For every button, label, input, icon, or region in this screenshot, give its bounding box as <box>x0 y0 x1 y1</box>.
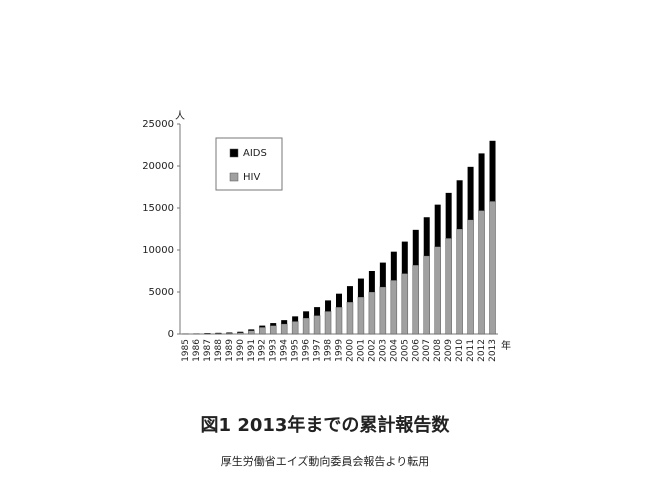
bar-segment <box>478 153 485 211</box>
y-tick-label: 20000 <box>142 161 174 172</box>
y-tick-label: 25000 <box>142 119 174 130</box>
bar-segment <box>456 228 463 335</box>
bar-segment <box>292 316 299 322</box>
bar-segment <box>401 241 408 274</box>
bar-segment <box>478 210 485 335</box>
x-tick-label: 2009 <box>444 339 454 362</box>
bar-segment <box>423 255 430 335</box>
y-tick-label: 5000 <box>149 287 174 298</box>
x-tick-label: 1995 <box>291 339 301 362</box>
bar-segment <box>215 332 222 334</box>
x-tick-label: 1991 <box>247 339 257 362</box>
bar-segment <box>281 320 288 324</box>
bar-segment <box>215 333 222 335</box>
bar-segment <box>467 166 474 220</box>
bar-segment <box>412 229 419 266</box>
bar-segment <box>303 311 310 319</box>
bar-segment <box>325 300 332 312</box>
bar-segment <box>291 321 299 335</box>
y-tick-label: 10000 <box>142 245 174 256</box>
x-tick-label: 1999 <box>335 339 345 362</box>
bar-segment <box>248 330 255 335</box>
bar-segment <box>423 217 430 256</box>
bar-segment <box>259 325 266 328</box>
bar-segment <box>314 307 321 316</box>
x-tick-label: 2012 <box>477 339 487 362</box>
bar-segment <box>204 333 211 335</box>
bar-segment <box>434 246 441 335</box>
bar-segment <box>226 332 233 335</box>
x-tick-label: 1994 <box>280 339 290 362</box>
bar-segment <box>280 323 288 335</box>
x-tick-label: 2003 <box>378 339 388 362</box>
bar-segment <box>445 237 452 335</box>
bar-segment <box>336 293 342 308</box>
chart-title: 図1 2013年までの累計報告数 <box>201 414 451 436</box>
x-tick-label: 2013 <box>488 339 498 362</box>
bar-segment <box>258 327 266 335</box>
x-tick-label: 2010 <box>455 339 465 362</box>
x-tick-label: 2007 <box>422 339 432 362</box>
bar-segment <box>324 311 332 335</box>
x-tick-label: 2011 <box>466 339 476 362</box>
bar-segment <box>412 264 420 335</box>
x-tick-label: 1989 <box>225 339 235 362</box>
bar-segment <box>390 279 398 335</box>
y-unit: 人 <box>175 110 185 122</box>
x-tick-label: 1996 <box>302 339 312 362</box>
bar-segment <box>467 219 474 335</box>
bar-segment <box>445 192 452 239</box>
x-tick-label: 1998 <box>324 339 334 362</box>
x-tick-label: 2006 <box>411 339 421 362</box>
x-tick-label: 2005 <box>400 339 410 362</box>
x-tick-label: 2000 <box>345 339 355 362</box>
bar-segment <box>313 315 321 335</box>
bar-segment <box>335 306 343 335</box>
x-tick-label: 1993 <box>269 339 279 362</box>
x-tick-label: 1987 <box>203 339 213 362</box>
bar-segment <box>269 325 277 335</box>
bar-segment <box>270 323 277 326</box>
x-tick-label: 1988 <box>214 339 224 362</box>
bar-segment <box>346 286 353 303</box>
bar-segment <box>379 262 386 287</box>
x-tick-label: 2001 <box>356 339 366 362</box>
bar-segment <box>368 271 375 292</box>
bar-segment <box>489 140 496 202</box>
legend-label: AIDS <box>243 148 267 159</box>
x-tick-label: 2004 <box>389 339 399 362</box>
legend-label: HIV <box>243 172 260 183</box>
bar-segment <box>357 296 365 335</box>
bar-segment <box>237 332 244 335</box>
x-tick-label: 1992 <box>258 339 268 362</box>
x-unit: 年 <box>501 339 511 352</box>
x-tick-label: 2008 <box>433 339 443 362</box>
bar-segment <box>456 180 463 229</box>
y-tick-label: 15000 <box>142 203 174 214</box>
legend-swatch <box>229 172 239 182</box>
bar-segment <box>302 317 310 335</box>
bar-segment <box>237 331 244 333</box>
bar-segment <box>489 201 496 335</box>
x-tick-label: 1990 <box>236 339 246 362</box>
bar-segment <box>379 286 387 335</box>
bar-segment <box>357 278 364 298</box>
bar-segment <box>390 251 397 281</box>
x-tick-label: 2002 <box>367 339 377 362</box>
bar-segment <box>401 273 409 335</box>
chart-subtitle: 厚生労働省エイズ動向委員会報告より転用 <box>221 454 429 468</box>
y-tick-label: 0 <box>168 329 174 340</box>
bar-segment <box>434 204 441 247</box>
bar-segment <box>248 329 255 331</box>
bar-segment <box>368 291 376 335</box>
bar-segment <box>346 301 354 335</box>
x-tick-label: 1985 <box>181 339 191 362</box>
legend-box <box>215 137 283 191</box>
x-tick-label: 1997 <box>313 339 323 362</box>
bar-segment <box>226 332 233 334</box>
x-tick-label: 1986 <box>192 339 202 362</box>
legend-swatch <box>229 148 239 158</box>
